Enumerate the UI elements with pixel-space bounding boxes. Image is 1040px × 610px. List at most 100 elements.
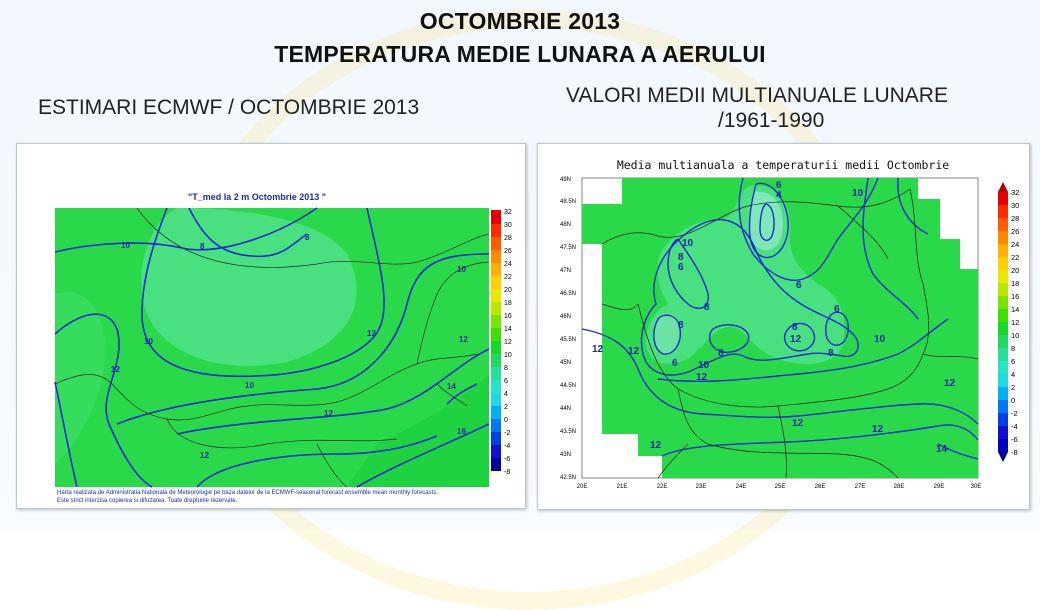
contour-label: 12 bbox=[592, 344, 604, 355]
colorbar-label: 0 bbox=[1011, 396, 1015, 405]
page-title-line1: OCTOMBRIE 2013 bbox=[419, 8, 621, 34]
contour-label: 12 bbox=[696, 372, 708, 383]
lat-label: 46.5N bbox=[560, 291, 576, 297]
contour-label: 12 bbox=[459, 335, 468, 344]
colorbar-label: 12 bbox=[1011, 318, 1019, 327]
contour-label: 10 bbox=[245, 381, 254, 390]
contour-label: 6 bbox=[678, 262, 684, 273]
lat-label: 44N bbox=[560, 406, 571, 412]
colorbar-label: 24 bbox=[1011, 240, 1019, 249]
colorbar-label: -2 bbox=[504, 430, 510, 437]
contour-label: 6 bbox=[672, 358, 678, 369]
colorbar-label: 14 bbox=[1011, 305, 1019, 314]
climatology-map-panel: Media multianuala a temperaturii medii O… bbox=[537, 143, 1030, 510]
right-subtitle-line2: /1961-1990 bbox=[718, 109, 825, 132]
contour-label: 6 bbox=[796, 280, 802, 291]
contour-label: 10 bbox=[852, 188, 864, 199]
colorbar-label: 22 bbox=[1011, 253, 1019, 262]
warm-region bbox=[347, 374, 489, 487]
contours bbox=[54, 207, 490, 488]
contour-label: 12 bbox=[944, 378, 956, 389]
contour-label: 8 bbox=[200, 242, 205, 251]
lat-label: 45N bbox=[560, 360, 571, 366]
colorbar-label: 18 bbox=[1011, 279, 1019, 288]
colorbar-label: 32 bbox=[1011, 188, 1019, 197]
contour-labels: 6 4 10 10 8 6 8 6 6 8 8 8 12 12 6 10 8 1… bbox=[592, 180, 956, 455]
climatology-map: Media multianuala a temperaturii medii O… bbox=[560, 158, 1019, 490]
contour-label: 14 bbox=[447, 382, 456, 391]
colorbar-label: -4 bbox=[1011, 422, 1018, 431]
lat-label: 48.5N bbox=[560, 199, 576, 205]
colorbar-label: 20 bbox=[1011, 266, 1019, 275]
lon-label: 20E bbox=[577, 484, 588, 490]
colorbar-label: 8 bbox=[1011, 344, 1015, 353]
contour-label: 10 bbox=[874, 334, 886, 345]
contour-label: 4 bbox=[776, 190, 782, 201]
contour-label: 8 bbox=[828, 348, 834, 359]
contour-label: 8 bbox=[678, 320, 684, 331]
lon-label: 24E bbox=[736, 484, 747, 490]
lat-label: 48N bbox=[560, 222, 571, 228]
lat-label: 47.5N bbox=[560, 245, 576, 251]
note-line1: Harta realizata de Administratia Nationa… bbox=[57, 490, 438, 496]
colorbar-label: -8 bbox=[504, 469, 510, 476]
contour-label: 8 bbox=[792, 322, 798, 333]
colorbar-label: 26 bbox=[1011, 227, 1019, 236]
colorbar-label: 6 bbox=[504, 378, 508, 385]
colorbar-label: 30 bbox=[1011, 201, 1019, 210]
cold-core bbox=[748, 191, 783, 251]
colorbar-label: 10 bbox=[1011, 331, 1019, 340]
left-colorbar: 32 30 28 26 24 22 20 18 16 14 12 10 8 6 … bbox=[491, 209, 512, 476]
colorbar-label: 2 bbox=[1011, 383, 1015, 392]
lon-label: 30E bbox=[971, 484, 982, 490]
contour-label: 12 bbox=[790, 334, 802, 345]
ecmwf-map-title: "T_med la 2 m Octombrie 2013 " bbox=[187, 192, 327, 202]
climatology-map-title: Media multianuala a temperaturii medii O… bbox=[617, 158, 949, 172]
colorbar-label: 14 bbox=[504, 326, 512, 333]
colorbar-label: 28 bbox=[1011, 214, 1019, 223]
borders bbox=[601, 188, 979, 479]
lat-label: 43.5N bbox=[560, 429, 576, 435]
contour-label: 16 bbox=[457, 427, 466, 436]
colorbar-label: 18 bbox=[504, 300, 512, 307]
colorbar-label: 4 bbox=[1011, 370, 1015, 379]
lat-label: 42.5N bbox=[560, 475, 576, 481]
colorbar-label: -4 bbox=[504, 443, 510, 450]
colorbar-label: 4 bbox=[504, 391, 508, 398]
lon-label: 23E bbox=[696, 484, 707, 490]
ecmwf-map: 10 8 8 10 10 12 12 12 10 14 16 12 12 bbox=[54, 207, 512, 488]
colorbar-label: 12 bbox=[504, 339, 512, 346]
lon-label: 26E bbox=[815, 484, 826, 490]
contour-label: 8 bbox=[718, 348, 724, 359]
contour-label: 10 bbox=[698, 360, 710, 371]
colorbar-label: 16 bbox=[1011, 292, 1019, 301]
contour-label: 10 bbox=[121, 241, 130, 250]
page-title-line2: TEMPERATURA MEDIE LUNARA A AERULUI bbox=[274, 41, 766, 67]
right-colorbar: 32 30 28 26 24 22 20 18 16 14 12 10 8 6 … bbox=[998, 182, 1019, 462]
lat-label: 47N bbox=[560, 268, 571, 274]
cool-region bbox=[141, 208, 357, 366]
contour-label: 6 bbox=[834, 304, 840, 315]
borders bbox=[54, 207, 490, 488]
contour-label: 12 bbox=[650, 440, 662, 451]
colorbar-label: -6 bbox=[1011, 435, 1018, 444]
left-subtitle: ESTIMARI ECMWF / OCTOMBRIE 2013 bbox=[38, 96, 420, 119]
lon-label: 27E bbox=[855, 484, 866, 490]
contour-label: 10 bbox=[457, 265, 466, 274]
lat-label: 49N bbox=[560, 177, 571, 183]
contour-label: 10 bbox=[682, 238, 694, 249]
west-region bbox=[55, 292, 106, 464]
contour-label: 8 bbox=[704, 302, 710, 313]
right-subtitle-line1: VALORI MEDII MULTIANUALE LUNARE bbox=[566, 84, 948, 107]
colorbar-label: -6 bbox=[504, 456, 510, 463]
lon-labels: 20E 21E 22E 23E 24E 25E 26E 27E 28E 29E … bbox=[577, 484, 982, 490]
contour-label: 12 bbox=[324, 409, 333, 418]
lon-label: 21E bbox=[617, 484, 628, 490]
contour-label: 12 bbox=[872, 424, 884, 435]
lat-label: 43N bbox=[560, 452, 571, 458]
ecmwf-map-panel: "T_med la 2 m Octombrie 2013 " bbox=[16, 143, 526, 509]
lon-label: 25E bbox=[775, 484, 786, 490]
colorbar-label: 20 bbox=[504, 287, 512, 294]
contour-label: 12 bbox=[792, 418, 804, 429]
contour-label: 12 bbox=[111, 365, 120, 374]
